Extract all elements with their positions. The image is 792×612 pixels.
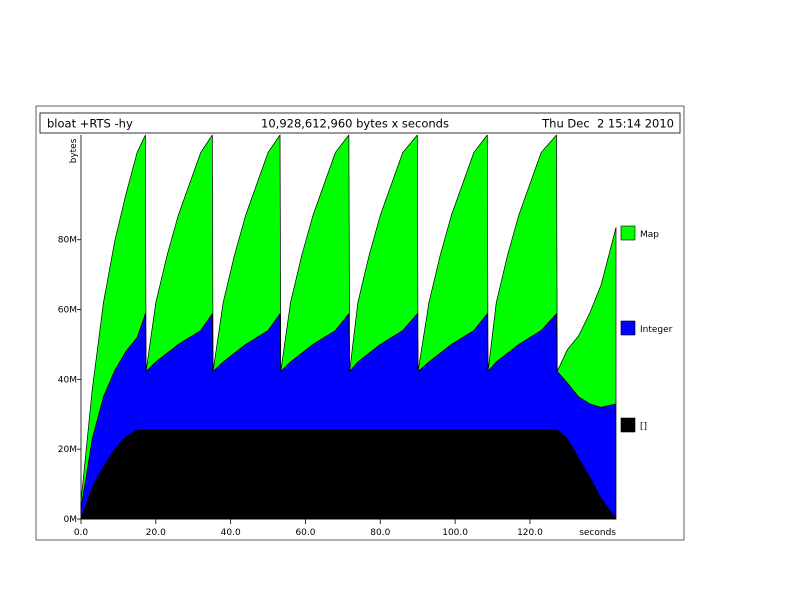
x-tick-label: 100.0: [442, 528, 468, 538]
y-tick-label: 60M: [58, 306, 77, 316]
legend-swatch: [620, 417, 636, 433]
legend-swatch: [620, 225, 636, 241]
x-axis-title: seconds: [579, 528, 616, 538]
y-tick-label: 80M: [58, 236, 77, 246]
legend-swatch: [620, 320, 636, 336]
area-series-3: [80, 134, 617, 509]
plot-areas: [80, 134, 617, 520]
y-tick-label: 20M: [58, 445, 77, 455]
chart-title: bloat +RTS -hy: [47, 117, 133, 131]
outer-frame: [35, 105, 685, 541]
x-tick-label: 40.0: [221, 528, 241, 538]
legend-label: Integer: [640, 325, 673, 335]
date-label: Thu Dec 2 15:14 2010: [541, 117, 674, 131]
y-tick-label: 0M: [64, 515, 78, 525]
axes: 0M 20M 40M 60M 80M 0.0 20.0 40.0 60.0 80.0 100.0 12…: [58, 135, 616, 538]
x-tick-label: 80.0: [370, 528, 390, 538]
area-series-1: [80, 429, 617, 520]
header-box: [39, 112, 681, 134]
y-tick-label: 40M: [58, 375, 77, 385]
y-axis-title: bytes: [69, 138, 79, 163]
x-tick-label: 60.0: [295, 528, 315, 538]
legend-label: Map: [640, 230, 659, 240]
total-bytes-label: 10,928,612,960 bytes x seconds: [261, 117, 449, 131]
legend: Map Integer []: [620, 225, 673, 433]
x-tick-label: 20.0: [146, 528, 166, 538]
legend-label: []: [640, 422, 647, 432]
x-tick-label: 120.0: [517, 528, 543, 538]
x-tick-label: 0.0: [74, 528, 89, 538]
